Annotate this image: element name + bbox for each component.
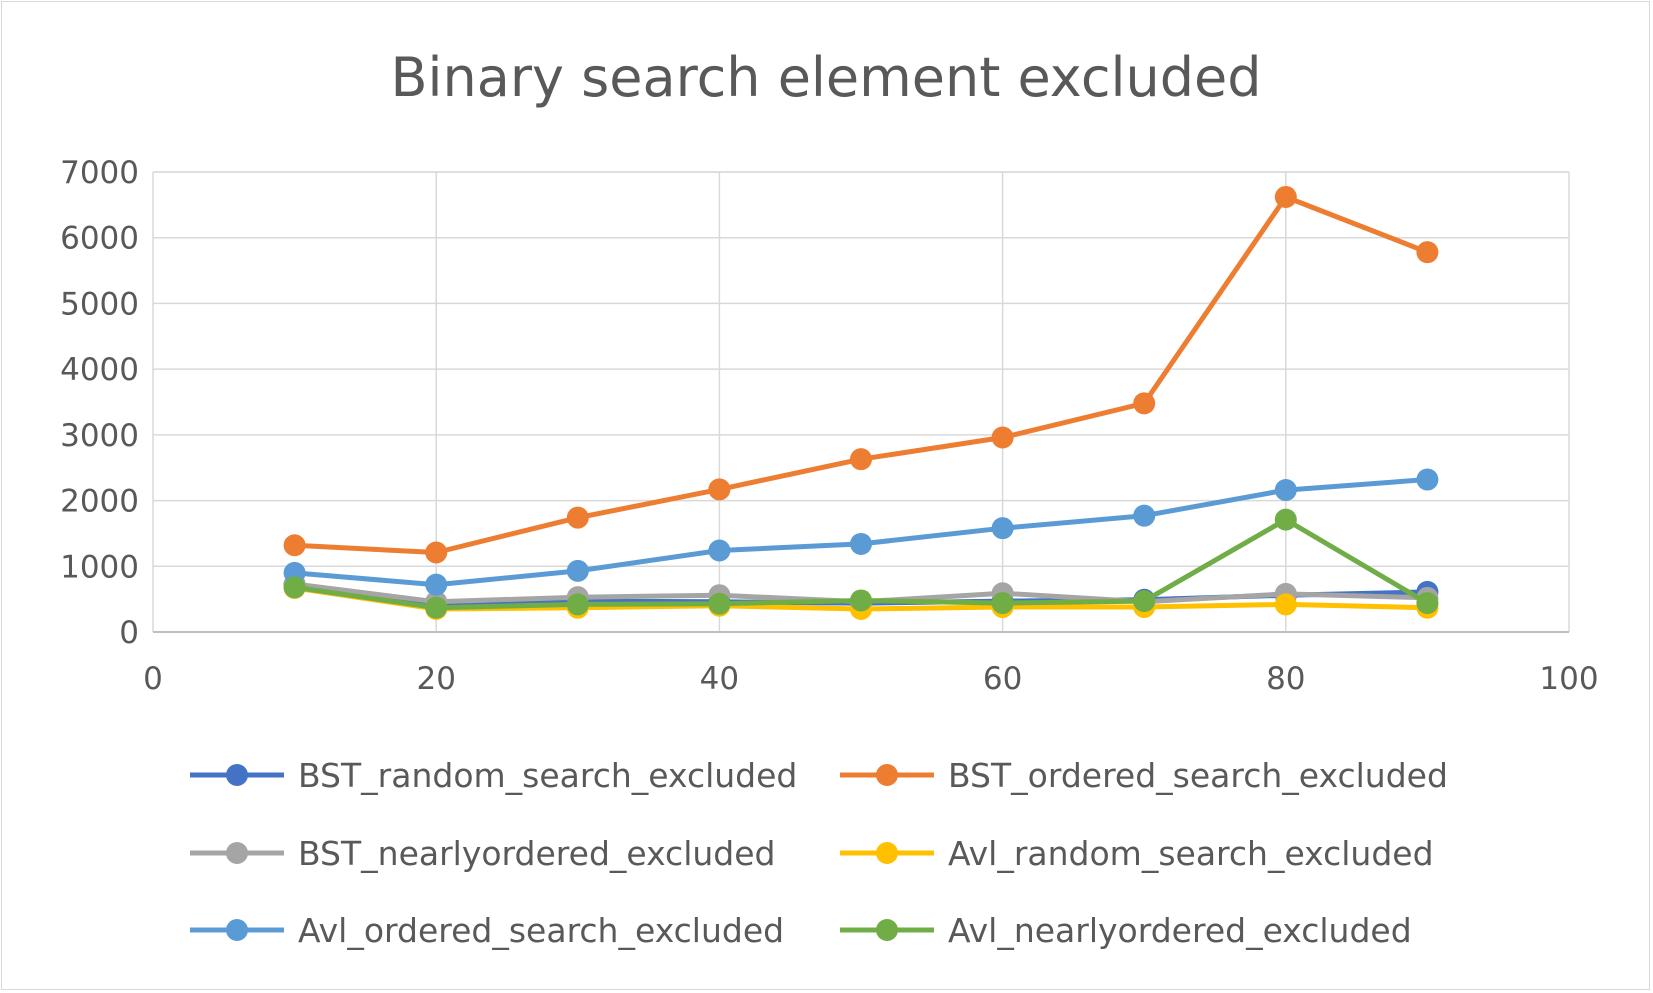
chart-title: Binary search element excluded xyxy=(390,46,1261,109)
data-point xyxy=(708,592,731,615)
y-tick-label: 5000 xyxy=(60,286,139,322)
legend-item: BST_nearlyordered_excluded xyxy=(190,834,776,873)
data-point xyxy=(850,589,872,612)
data-point xyxy=(566,559,589,582)
y-tick-label: 3000 xyxy=(60,418,139,454)
series-2 xyxy=(283,185,1439,564)
x-tick-label: 100 xyxy=(1539,661,1598,697)
x-tick-label: 40 xyxy=(700,661,739,697)
x-tick-label: 0 xyxy=(143,661,163,697)
legend-marker xyxy=(226,764,248,786)
legend-label: BST_nearlyordered_excluded xyxy=(298,834,776,873)
data-point xyxy=(1133,590,1156,613)
data-point xyxy=(1416,592,1439,615)
data-point xyxy=(850,532,872,555)
data-point xyxy=(1274,479,1297,502)
data-point xyxy=(1133,504,1156,527)
y-tick-label: 4000 xyxy=(60,352,139,388)
data-point xyxy=(425,573,448,596)
legend-item: Avl_nearlyordered_excluded xyxy=(840,911,1412,950)
plot-axis xyxy=(153,171,1569,633)
data-point xyxy=(850,448,872,471)
y-tick-labels: 0 1000 2000 3000 4000 5000 6000 7000 xyxy=(60,155,139,651)
data-point xyxy=(991,592,1014,615)
y-tick-label: 1000 xyxy=(60,549,139,585)
legend-marker xyxy=(226,919,248,941)
data-point xyxy=(566,593,589,616)
legend-marker xyxy=(876,919,898,941)
y-tick-label: 0 xyxy=(119,615,139,651)
legend-label: BST_ordered_search_excluded xyxy=(948,756,1448,795)
data-point xyxy=(283,534,306,557)
legend-item: Avl_random_search_excluded xyxy=(840,834,1434,873)
y-tick-label: 2000 xyxy=(60,484,139,520)
x-tick-label: 80 xyxy=(1266,661,1305,697)
x-tick-label: 20 xyxy=(416,661,455,697)
legend-item: Avl_ordered_search_excluded xyxy=(190,911,784,950)
data-point xyxy=(1274,593,1297,616)
legend-label: Avl_ordered_search_excluded xyxy=(298,911,784,950)
series-line xyxy=(292,477,1430,588)
data-point xyxy=(283,576,306,599)
data-point xyxy=(708,478,731,501)
legend-item: BST_ordered_search_excluded xyxy=(840,756,1448,795)
x-tick-label: 60 xyxy=(983,661,1022,697)
data-point xyxy=(1416,468,1439,491)
legend-marker xyxy=(876,764,898,786)
data-point xyxy=(425,596,448,619)
legend-label: Avl_nearlyordered_excluded xyxy=(948,911,1412,950)
data-point xyxy=(991,426,1014,449)
data-point xyxy=(1274,185,1297,208)
data-point xyxy=(425,541,448,564)
y-tick-label: 7000 xyxy=(60,155,139,191)
y-tick-label: 6000 xyxy=(60,221,139,257)
data-point xyxy=(1133,392,1156,415)
legend-marker xyxy=(876,842,898,864)
legend-marker xyxy=(226,842,248,864)
data-point xyxy=(566,506,589,529)
data-point xyxy=(1274,508,1297,531)
legend-label: BST_random_search_excluded xyxy=(298,756,797,795)
data-point xyxy=(1416,241,1439,264)
legend-item: BST_random_search_excluded xyxy=(190,756,797,795)
legend: BST_random_search_excluded BST_ordered_se… xyxy=(190,756,1448,950)
x-tick-labels: 0 20 40 60 80 100 xyxy=(143,661,1598,697)
data-point xyxy=(708,539,731,562)
data-point xyxy=(991,517,1014,540)
legend-label: Avl_random_search_excluded xyxy=(948,834,1434,873)
series-6 xyxy=(283,508,1439,619)
series-group xyxy=(283,185,1439,620)
series-5 xyxy=(283,468,1439,596)
series-line xyxy=(292,194,1430,555)
